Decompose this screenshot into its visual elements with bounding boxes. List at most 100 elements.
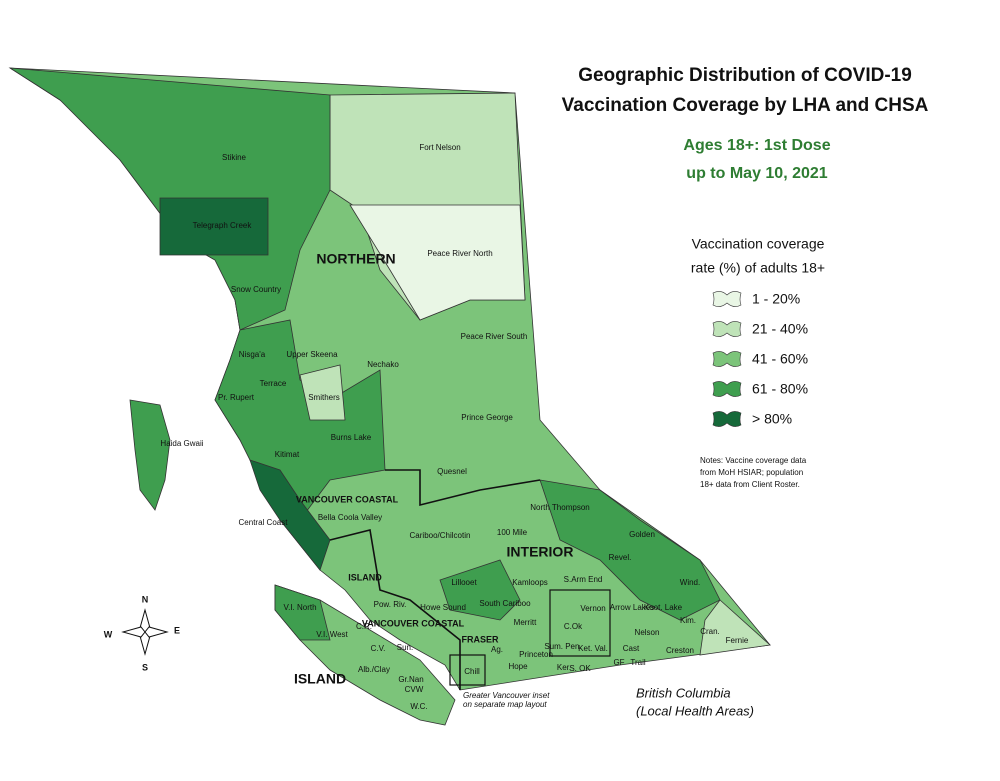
map-label: Pr. Rupert: [218, 393, 255, 402]
map-label: Fernie: [726, 636, 749, 645]
map-label: FRASER: [461, 634, 499, 644]
inset-box: [449, 654, 486, 686]
region-smithers: [299, 364, 346, 421]
map-label: Revel.: [609, 553, 632, 562]
texts: Geographic Distribution of COVID-19 Vacci…: [104, 65, 929, 718]
map-label: Telegraph Creek: [193, 221, 253, 230]
map-label: Golden: [629, 530, 655, 539]
map-label: Nisga'a: [239, 350, 266, 359]
legend-swatch: [712, 411, 742, 427]
map-label: Chill: [464, 667, 480, 676]
legend-label: 41 - 60%: [752, 351, 808, 367]
map-label: Trail: [630, 658, 645, 667]
map-label: Burns Lake: [331, 433, 372, 442]
map-caption: British Columbia: [636, 685, 731, 700]
legend-swatch: [712, 321, 742, 337]
map-label: GF: [613, 658, 624, 667]
map-label: C.V.: [371, 644, 386, 653]
region-interior-east: [539, 479, 721, 621]
map-label: C.R.: [356, 622, 372, 631]
map-label: Haida Gwaii: [160, 439, 203, 448]
map-label: Ket. Val.: [578, 644, 608, 653]
health-authority-boundary: [329, 529, 461, 690]
legend-label: 21 - 40%: [752, 321, 808, 337]
vi-north: [274, 584, 331, 641]
legend-swatch: [712, 351, 742, 367]
health-authority-boundary: [385, 469, 541, 507]
map-label: INTERIOR: [507, 544, 574, 560]
map-label: Pow. Riv.: [374, 600, 407, 609]
map-label: VANCOUVER COASTAL: [296, 494, 399, 504]
subtitle: Ages 18+: 1st Dose: [683, 137, 830, 154]
map-label: Upper Skeena: [286, 350, 338, 359]
inset-note: on separate map layout: [463, 700, 547, 709]
map-label: Peace River North: [427, 249, 492, 258]
map-label: Ag.: [491, 645, 503, 654]
map-label: Stikine: [222, 153, 247, 162]
region-lillooet: [439, 559, 521, 621]
map-label: ISLAND: [294, 671, 346, 687]
map-label: Nelson: [635, 628, 660, 637]
map-label: Creston: [666, 646, 694, 655]
map-label: Bella Coola Valley: [318, 513, 382, 522]
map-label: Hope: [508, 662, 528, 671]
map-label: Nechako: [367, 360, 399, 369]
title: Vaccination Coverage by LHA and CHSA: [562, 95, 929, 116]
map-label: Cran.: [700, 627, 720, 636]
map-caption: (Local Health Areas): [636, 703, 754, 718]
compass-label: W: [104, 629, 113, 639]
inset-box: [549, 589, 611, 657]
map-label: Snow Country: [231, 285, 281, 294]
map-label: Kamloops: [512, 578, 548, 587]
map-label: Cast: [623, 644, 640, 653]
note: from MoH HSIAR; population: [700, 468, 803, 477]
note: Notes: Vaccine coverage data: [700, 456, 807, 465]
map-label: Wind.: [680, 578, 700, 587]
note: 18+ data from Client Roster.: [700, 480, 800, 489]
map-label: V.I. West: [316, 630, 348, 639]
legend-label: 1 - 20%: [752, 291, 800, 307]
subtitle: up to May 10, 2021: [686, 165, 827, 182]
map-label: Ker.: [557, 663, 571, 672]
map-label: Quesnel: [437, 467, 467, 476]
compass-point: [144, 626, 169, 638]
map-label: South Cariboo: [479, 599, 531, 608]
map-label: Sum. Pen.: [544, 642, 581, 651]
map-label: CVW: [405, 685, 424, 694]
map-label: Fort Nelson: [419, 143, 460, 152]
region-telegraph-creek: [159, 197, 269, 256]
map-label: 100 Mile: [497, 528, 528, 537]
map-label: W.C.: [410, 702, 427, 711]
title: Geographic Distribution of COVID-19: [578, 65, 912, 86]
map-label: Prince George: [461, 413, 513, 422]
map-label: Gr.Nan: [398, 675, 423, 684]
map-label: Peace River South: [461, 332, 528, 341]
haida-gwaii: [129, 399, 171, 511]
map-label: Vernon: [580, 604, 605, 613]
map-label: Smithers: [308, 393, 340, 402]
map-label: Princeton: [519, 650, 553, 659]
map-label: Howe Sound: [420, 603, 466, 612]
compass-label: N: [142, 594, 149, 604]
legend-title: Vaccination coverage: [692, 236, 825, 252]
map-label: Cariboo/Chilcotin: [410, 531, 471, 540]
region-east-kootenay: [699, 599, 771, 656]
map-label: S.Arm End: [564, 575, 603, 584]
region-central-coast: [249, 459, 331, 571]
map-label: North Thompson: [530, 503, 589, 512]
map-label: Central Coast: [239, 518, 289, 527]
map-label: Koot. Lake: [644, 603, 683, 612]
legend-swatch: [712, 291, 742, 307]
map-label: NORTHERN: [316, 251, 395, 267]
map-label: S. OK: [569, 664, 591, 673]
region-peace-river-north: [349, 204, 526, 321]
map-label: VANCOUVER COASTAL: [362, 618, 465, 628]
map-label: Merritt: [514, 618, 537, 627]
compass: [121, 608, 169, 656]
map-label: Terrace: [260, 379, 287, 388]
map-label: Kitimat: [275, 450, 300, 459]
map-label: Arrow Lakes: [610, 603, 654, 612]
compass-label: E: [174, 625, 180, 635]
map-label: C.Ok: [564, 622, 583, 631]
